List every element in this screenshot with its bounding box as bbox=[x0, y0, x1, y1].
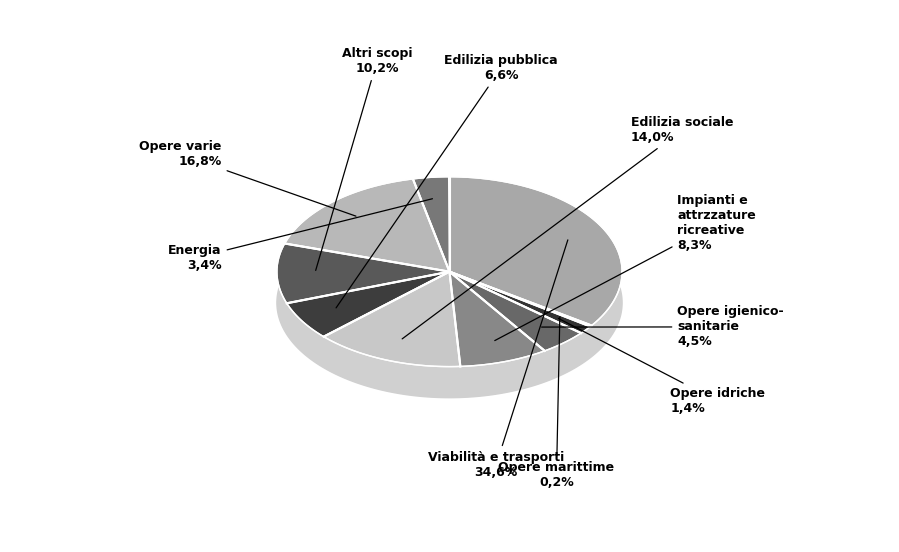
Polygon shape bbox=[285, 179, 450, 272]
Polygon shape bbox=[450, 272, 545, 367]
Text: Opere igienico-
sanitarie
4,5%: Opere igienico- sanitarie 4,5% bbox=[541, 305, 784, 348]
Polygon shape bbox=[450, 177, 622, 326]
Text: Impianti e
attrzzature
ricreative
8,3%: Impianti e attrzzature ricreative 8,3% bbox=[494, 194, 756, 341]
Polygon shape bbox=[450, 272, 592, 327]
Polygon shape bbox=[324, 272, 460, 367]
Polygon shape bbox=[277, 208, 622, 397]
Polygon shape bbox=[413, 177, 450, 272]
Text: Viabilità e trasporti
34,6%: Viabilità e trasporti 34,6% bbox=[428, 240, 568, 479]
Polygon shape bbox=[277, 243, 450, 303]
Polygon shape bbox=[450, 272, 581, 351]
Text: Altri scopi
10,2%: Altri scopi 10,2% bbox=[316, 47, 413, 270]
Text: Edilizia pubblica
6,6%: Edilizia pubblica 6,6% bbox=[336, 54, 558, 308]
Polygon shape bbox=[450, 272, 591, 333]
Text: Opere idriche
1,4%: Opere idriche 1,4% bbox=[558, 319, 765, 415]
Text: Edilizia sociale
14,0%: Edilizia sociale 14,0% bbox=[402, 116, 734, 339]
Polygon shape bbox=[287, 272, 450, 337]
Text: Energia
3,4%: Energia 3,4% bbox=[168, 199, 432, 272]
Text: Opere varie
16,8%: Opere varie 16,8% bbox=[139, 140, 356, 216]
Text: Opere marittime
0,2%: Opere marittime 0,2% bbox=[498, 317, 615, 489]
